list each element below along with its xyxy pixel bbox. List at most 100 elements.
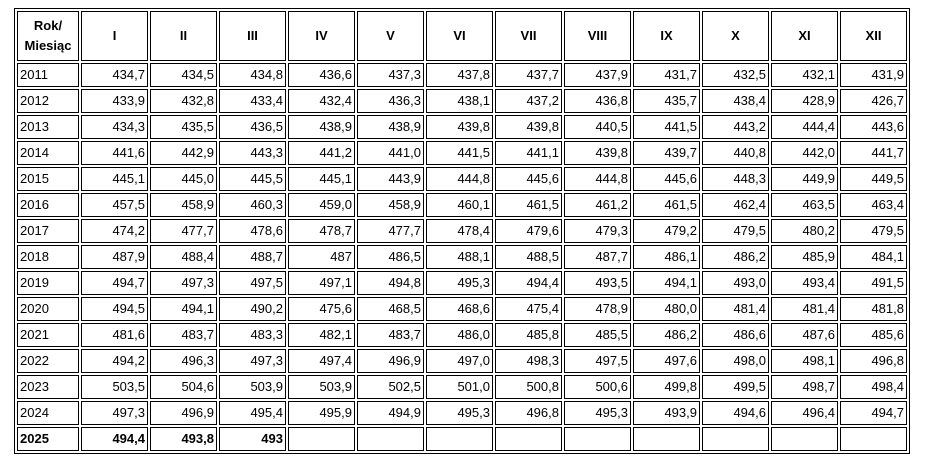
value-cell: 497,0 xyxy=(426,349,493,373)
value-cell: 494,8 xyxy=(357,271,424,295)
value-cell: 478,7 xyxy=(288,219,355,243)
value-cell xyxy=(771,427,838,451)
value-cell: 468,5 xyxy=(357,297,424,321)
value-cell: 494,1 xyxy=(633,271,700,295)
value-cell: 477,7 xyxy=(357,219,424,243)
value-cell: 497,3 xyxy=(81,401,148,425)
value-cell: 468,6 xyxy=(426,297,493,321)
value-cell: 487,6 xyxy=(771,323,838,347)
corner-label-line1: Rok/ xyxy=(33,18,63,33)
value-cell: 442,9 xyxy=(150,141,217,165)
value-cell: 485,9 xyxy=(771,245,838,269)
value-cell: 445,0 xyxy=(150,167,217,191)
value-cell: 432,8 xyxy=(150,89,217,113)
value-cell: 445,6 xyxy=(495,167,562,191)
value-cell: 474,2 xyxy=(81,219,148,243)
value-cell: 444,8 xyxy=(426,167,493,191)
value-cell: 444,4 xyxy=(771,115,838,139)
month-header: II xyxy=(150,11,217,61)
value-cell: 485,6 xyxy=(840,323,907,347)
value-cell: 493,4 xyxy=(771,271,838,295)
year-cell: 2011 xyxy=(17,63,79,87)
value-cell: 483,7 xyxy=(357,323,424,347)
month-header: XI xyxy=(771,11,838,61)
value-cell: 497,5 xyxy=(564,349,631,373)
value-cell xyxy=(702,427,769,451)
table-row: 2011 434,7 434,5 434,8 436,6 437,3 437,8 437,7 4… xyxy=(17,63,907,87)
table-row: 2021 481,6 483,7 483,3 482,1 483,7 486,0 485,8 4… xyxy=(17,323,907,347)
value-cell: 434,8 xyxy=(219,63,286,87)
value-cell: 443,2 xyxy=(702,115,769,139)
value-cell: 426,7 xyxy=(840,89,907,113)
year-cell: 2014 xyxy=(17,141,79,165)
value-cell: 490,2 xyxy=(219,297,286,321)
value-cell: 437,8 xyxy=(426,63,493,87)
value-cell: 500,6 xyxy=(564,375,631,399)
value-cell: 494,1 xyxy=(150,297,217,321)
value-cell: 497,3 xyxy=(219,349,286,373)
year-cell: 2018 xyxy=(17,245,79,269)
value-cell: 449,5 xyxy=(840,167,907,191)
value-cell: 498,1 xyxy=(771,349,838,373)
value-cell: 493,8 xyxy=(150,427,217,451)
value-cell: 463,5 xyxy=(771,193,838,217)
year-cell: 2023 xyxy=(17,375,79,399)
value-cell: 498,3 xyxy=(495,349,562,373)
value-cell: 479,3 xyxy=(564,219,631,243)
value-cell: 481,6 xyxy=(81,323,148,347)
value-cell: 478,6 xyxy=(219,219,286,243)
value-cell xyxy=(288,427,355,451)
year-cell: 2019 xyxy=(17,271,79,295)
value-cell: 503,9 xyxy=(288,375,355,399)
value-cell: 440,5 xyxy=(564,115,631,139)
value-cell: 462,4 xyxy=(702,193,769,217)
value-cell: 500,8 xyxy=(495,375,562,399)
value-cell: 438,9 xyxy=(288,115,355,139)
value-cell: 437,7 xyxy=(495,63,562,87)
value-cell: 494,4 xyxy=(81,427,148,451)
value-cell: 461,5 xyxy=(495,193,562,217)
table-row: 2013 434,3 435,5 436,5 438,9 438,9 439,8 439,8 4… xyxy=(17,115,907,139)
table-row: 2022 494,2 496,3 497,3 497,4 496,9 497,0 498,3 4… xyxy=(17,349,907,373)
value-cell: 494,4 xyxy=(495,271,562,295)
value-cell: 479,2 xyxy=(633,219,700,243)
value-cell: 436,5 xyxy=(219,115,286,139)
value-cell: 459,0 xyxy=(288,193,355,217)
table-row: 2014 441,6 442,9 443,3 441,2 441,0 441,5 441,1 4… xyxy=(17,141,907,165)
value-cell: 483,3 xyxy=(219,323,286,347)
value-cell: 478,9 xyxy=(564,297,631,321)
value-cell: 480,0 xyxy=(633,297,700,321)
year-cell: 2024 xyxy=(17,401,79,425)
value-cell: 499,8 xyxy=(633,375,700,399)
table-row: 2015 445,1 445,0 445,5 445,1 443,9 444,8 445,6 4… xyxy=(17,167,907,191)
value-cell: 479,6 xyxy=(495,219,562,243)
value-cell: 486,1 xyxy=(633,245,700,269)
value-cell xyxy=(357,427,424,451)
year-cell: 2017 xyxy=(17,219,79,243)
value-cell: 494,5 xyxy=(81,297,148,321)
value-cell: 445,5 xyxy=(219,167,286,191)
value-cell: 494,2 xyxy=(81,349,148,373)
value-cell: 503,5 xyxy=(81,375,148,399)
value-cell: 496,4 xyxy=(771,401,838,425)
year-cell: 2015 xyxy=(17,167,79,191)
value-cell: 496,3 xyxy=(150,349,217,373)
value-cell: 433,9 xyxy=(81,89,148,113)
month-header: X xyxy=(702,11,769,61)
value-cell: 461,2 xyxy=(564,193,631,217)
value-cell: 441,1 xyxy=(495,141,562,165)
value-cell: 486,2 xyxy=(633,323,700,347)
value-cell: 431,7 xyxy=(633,63,700,87)
value-cell: 438,1 xyxy=(426,89,493,113)
value-cell: 449,9 xyxy=(771,167,838,191)
value-cell: 438,9 xyxy=(357,115,424,139)
month-header: I xyxy=(81,11,148,61)
value-cell: 441,0 xyxy=(357,141,424,165)
table-row: 2024 497,3 496,9 495,4 495,9 494,9 495,3 496,8 4… xyxy=(17,401,907,425)
value-cell: 495,4 xyxy=(219,401,286,425)
value-cell: 497,5 xyxy=(219,271,286,295)
year-cell: 2012 xyxy=(17,89,79,113)
value-cell: 441,2 xyxy=(288,141,355,165)
table-row: 2019 494,7 497,3 497,5 497,1 494,8 495,3 494,4 4… xyxy=(17,271,907,295)
value-cell: 488,1 xyxy=(426,245,493,269)
